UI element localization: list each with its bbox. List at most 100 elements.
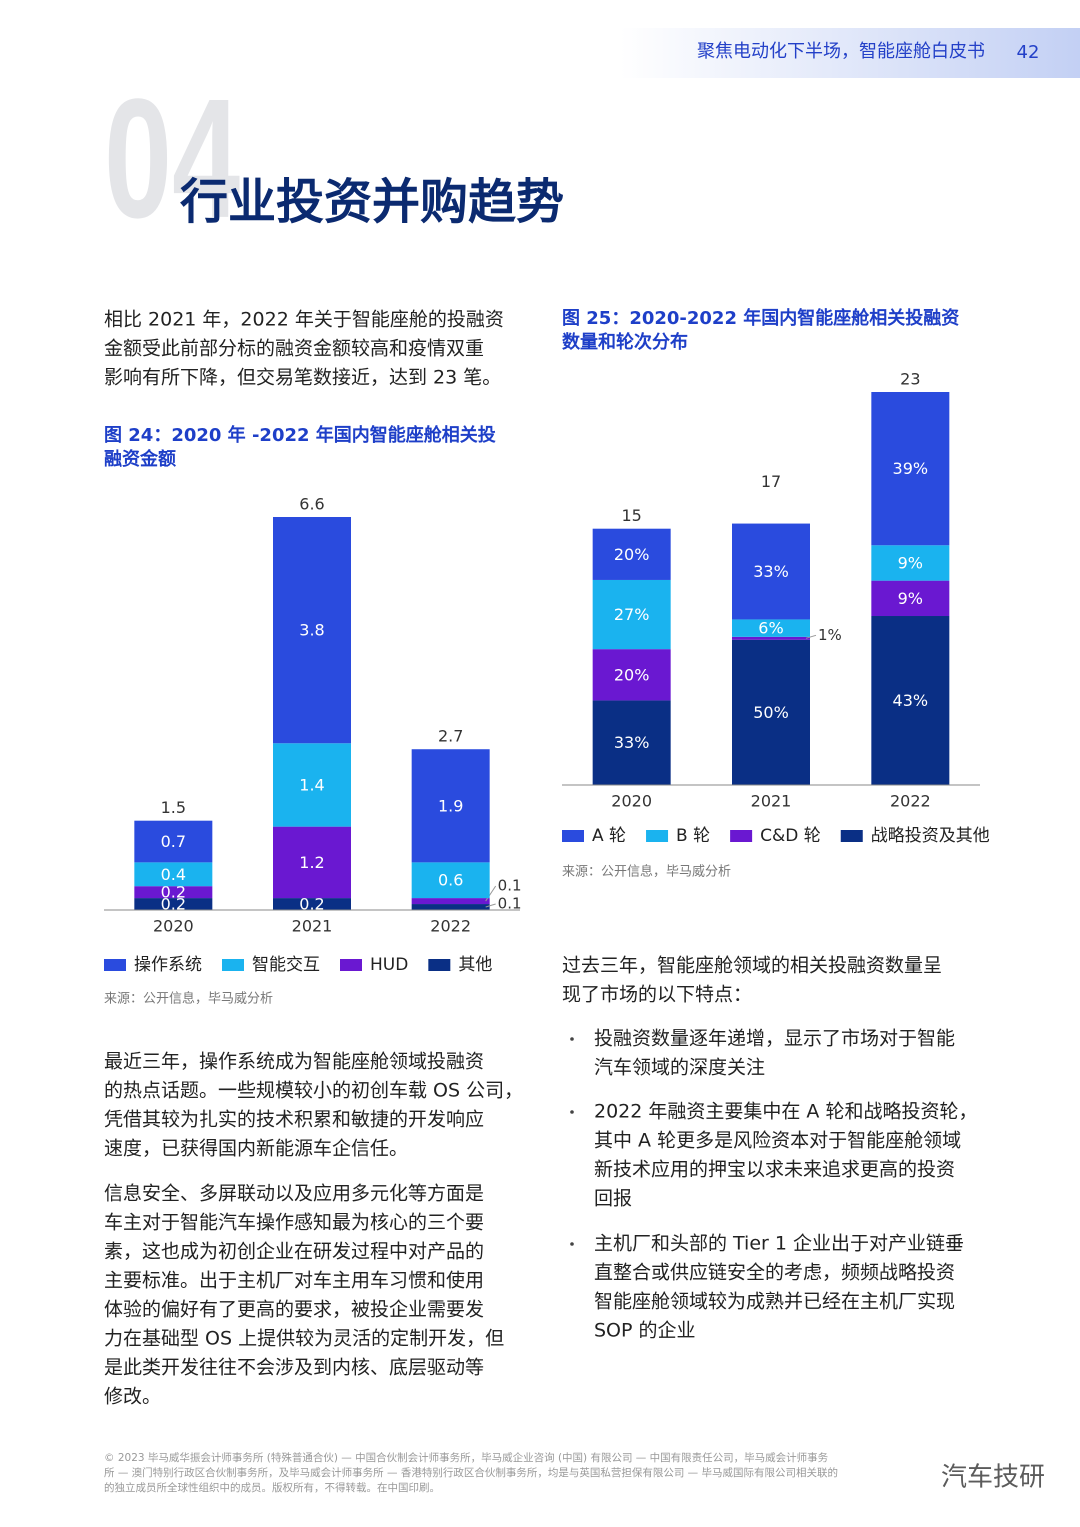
data-label: 33% <box>614 733 650 752</box>
chart-source: 来源：公开信息，毕马威分析 <box>562 864 731 880</box>
data-label: 0.1 <box>498 895 522 913</box>
bar-segment <box>871 545 950 581</box>
x-tick-label: 2022 <box>430 917 471 936</box>
data-label: 0.2 <box>299 895 324 914</box>
data-label: 1% <box>818 626 842 644</box>
footer-line: 的独立成员所全球性组织中的成员。版权所有，不得转载。在中国印刷。 <box>104 1481 440 1494</box>
bar-segment <box>134 898 213 910</box>
data-label: 0.4 <box>161 865 186 884</box>
legend-swatch <box>730 830 753 842</box>
data-label: 1.4 <box>299 775 324 794</box>
data-label: 9% <box>898 589 923 608</box>
total-label: 6.6 <box>299 495 324 514</box>
x-tick-label: 2020 <box>611 792 652 811</box>
watermark: 汽车技研 <box>941 1463 1045 1493</box>
paragraph-line: 速度，已获得国内新能源车企信任。 <box>104 1138 408 1160</box>
data-label: 27% <box>614 605 650 624</box>
data-label: 33% <box>753 562 789 581</box>
bar-segment <box>871 616 950 785</box>
bar-segment <box>592 649 671 701</box>
total-label: 15 <box>621 506 641 525</box>
legend-swatch <box>840 830 863 842</box>
paragraph-line: 修改。 <box>104 1386 161 1408</box>
chart-title: 融资金额 <box>104 448 176 470</box>
bar-segment <box>273 826 351 899</box>
chart-source: 来源：公开信息，毕马威分析 <box>104 991 273 1007</box>
legend-label: 其他 <box>458 955 492 975</box>
header-title: 聚焦电动化下半场，智能座舱白皮书 <box>697 41 985 62</box>
legend-label: 操作系统 <box>134 955 202 975</box>
data-label: 20% <box>614 665 650 684</box>
paragraph-line: 是此类开发往往不会涉及到内核、底层驱动等 <box>104 1357 484 1379</box>
data-label: 0.7 <box>161 832 186 851</box>
legend-swatch <box>428 959 451 971</box>
bullet-line: SOP 的企业 <box>594 1320 696 1342</box>
data-label: 3.8 <box>299 621 324 640</box>
content: 相比 2021 年，2022 年关于智能座舱的投融资金额受此前部分标的融资金额较… <box>104 307 1045 1494</box>
paragraph-line: 体验的偏好有了更高的要求，被投企业需要发 <box>104 1299 484 1321</box>
legend-label: A 轮 <box>592 826 626 846</box>
paragraph-line: 凭借其较为扎实的技术积累和敏捷的开发响应 <box>104 1109 484 1131</box>
page-number: 42 <box>1017 42 1040 63</box>
bar-segment <box>411 749 490 863</box>
bar-segment <box>134 820 213 863</box>
bar-segment <box>871 580 950 617</box>
section-number: 04 <box>104 64 240 253</box>
paragraph-line: 主要标准。出于主机厂对车主用车习惯和使用 <box>104 1270 484 1292</box>
paragraph-line: 信息安全、多屏联动以及应用多元化等方面是 <box>104 1183 484 1205</box>
legend-label: B 轮 <box>676 826 710 846</box>
total-label: 2.7 <box>438 727 463 746</box>
bullet-line: 新技术应用的押宝以求未来追求更高的投资 <box>594 1159 955 1181</box>
paragraph-line: 最近三年，操作系统成为智能座舱领域投融资 <box>104 1051 484 1073</box>
x-tick-label: 2021 <box>292 917 333 936</box>
chart-title: 数量和轮次分布 <box>562 331 688 353</box>
bar-segment <box>592 528 671 580</box>
legend-swatch <box>222 959 244 971</box>
paragraph-line: 车主对于智能汽车操作感知最为核心的三个要 <box>104 1212 484 1234</box>
data-label: 0.2 <box>161 895 186 914</box>
paragraph-line: 过去三年，智能座舱领域的相关投融资数量呈 <box>562 955 942 977</box>
bullet-line: 其中 A 轮更多是风险资本对于智能座舱领域 <box>594 1130 961 1152</box>
data-label: 43% <box>893 691 929 710</box>
x-tick-label: 2021 <box>751 792 792 811</box>
chart-title: 图 25：2020-2022 年国内智能座舱相关投融资 <box>562 307 959 329</box>
bullet-line: 2022 年融资主要集中在 A 轮和战略投资轮， <box>594 1101 977 1123</box>
bar-segment <box>592 700 671 785</box>
bullet-line: 主机厂和头部的 Tier 1 企业出于对产业链垂 <box>594 1233 964 1255</box>
bar-segment <box>273 517 351 744</box>
paragraph-line: 素，这也成为初创企业在研发过程中对产品的 <box>104 1241 484 1263</box>
bullet-line: 直整合或供应链安全的考虑，频频战略投资 <box>594 1262 955 1284</box>
leader-line <box>485 885 497 902</box>
bullet-line: 汽车领域的深度关注 <box>594 1057 765 1079</box>
total-label: 1.5 <box>161 798 186 817</box>
legend-swatch <box>104 959 126 971</box>
paragraph-line: 相比 2021 年，2022 年关于智能座舱的投融资 <box>104 309 504 331</box>
data-label: 0.1 <box>498 877 522 895</box>
data-label: 6% <box>758 619 783 638</box>
data-label: 1.9 <box>438 796 463 815</box>
bar-segment <box>592 579 671 650</box>
paragraph-line: 现了市场的以下特点： <box>562 984 752 1006</box>
legend-label: HUD <box>370 955 408 975</box>
data-label: 50% <box>753 703 789 722</box>
bar-segment <box>871 392 950 546</box>
bar-segment <box>411 904 490 910</box>
bar-segment <box>732 636 810 640</box>
footer-line: © 2023 毕马威华振会计师事务所 (特殊普通合伙) — 中国合伙制会计师事务… <box>104 1451 829 1464</box>
leader-line <box>805 634 817 639</box>
bullet-dot <box>570 1037 574 1041</box>
leader-line <box>485 903 496 908</box>
paragraph-line: 金额受此前部分标的融资金额较高和疫情双重 <box>104 338 484 360</box>
bullet-line: 智能座舱领域较为成熟并已经在主机厂实现 <box>594 1291 955 1313</box>
legend-swatch <box>340 959 362 971</box>
legend-label: C&D 轮 <box>760 826 821 846</box>
bullet-line: 投融资数量逐年递增，显示了市场对于智能 <box>594 1028 955 1050</box>
bar-segment <box>732 639 810 785</box>
bar-segment <box>273 743 351 827</box>
footer-line: 所 — 澳门特别行政区合伙制事务所，及毕马威会计师事务所 — 香港特别行政区合伙… <box>104 1466 838 1479</box>
legend-swatch <box>646 830 669 842</box>
legend-label: 智能交互 <box>252 955 320 975</box>
legend-label: 战略投资及其他 <box>871 826 990 846</box>
bar-segment <box>732 523 810 620</box>
